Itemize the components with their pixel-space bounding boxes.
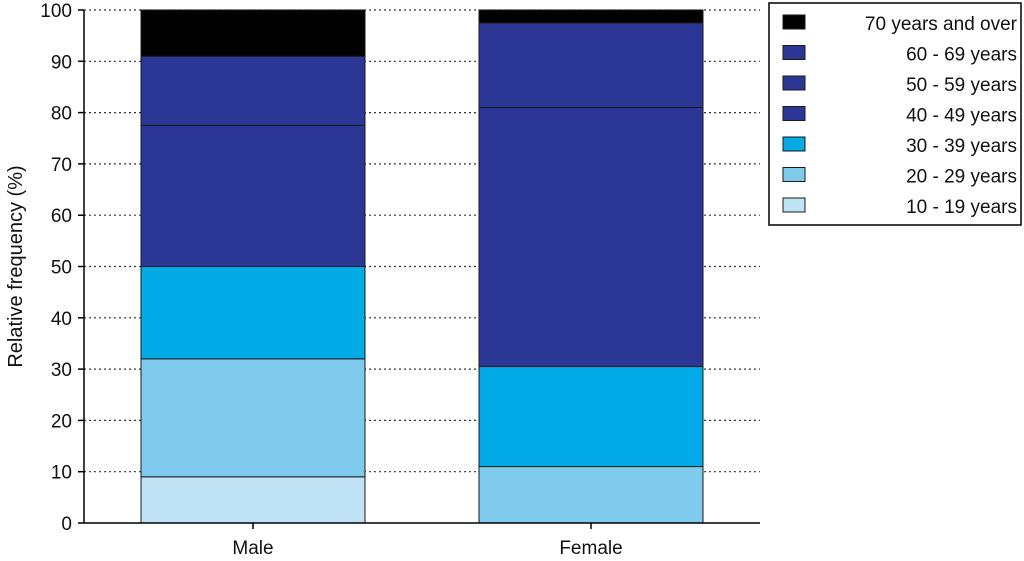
y-tick-label: 30 bbox=[51, 360, 72, 381]
legend-label: 40 - 49 years bbox=[906, 106, 1017, 127]
y-tick-label: 10 bbox=[51, 463, 72, 484]
x-tick-label: Female bbox=[559, 538, 622, 559]
legend-label: 50 - 59 years bbox=[906, 75, 1017, 96]
legend-swatch bbox=[782, 136, 806, 152]
bar-stacks bbox=[140, 9, 704, 524]
x-tick-label: Male bbox=[232, 538, 273, 559]
bar-segment bbox=[140, 476, 366, 524]
legend-box bbox=[768, 2, 1022, 226]
bar-segment bbox=[140, 266, 366, 360]
legend-label: 30 - 39 years bbox=[906, 136, 1017, 157]
y-tick-label: 40 bbox=[51, 309, 72, 330]
bar-segment bbox=[478, 106, 704, 368]
y-tick-label: 20 bbox=[51, 411, 72, 432]
legend-swatch bbox=[782, 45, 806, 60]
bar-segment bbox=[478, 366, 704, 468]
legend-label: 20 - 29 years bbox=[906, 167, 1017, 188]
bar-segment bbox=[140, 9, 366, 57]
y-axis-title: Relative frequency (%) bbox=[5, 165, 27, 367]
x-tick-labels: Male Female bbox=[232, 523, 623, 559]
bar-segment bbox=[478, 9, 704, 24]
bar-segment bbox=[140, 55, 366, 126]
y-tick-label: 0 bbox=[61, 514, 72, 535]
y-tick-label: 80 bbox=[51, 104, 72, 125]
legend-swatch bbox=[782, 197, 806, 213]
legend-swatch bbox=[782, 14, 806, 30]
y-tick-label: 60 bbox=[51, 206, 72, 227]
legend-swatch bbox=[782, 106, 806, 121]
bar-segment bbox=[478, 466, 704, 524]
legend-swatch bbox=[782, 75, 806, 91]
y-tick-label: 100 bbox=[40, 1, 72, 22]
bar-segment bbox=[478, 22, 704, 108]
legend-swatch bbox=[782, 167, 806, 182]
bar-segment bbox=[140, 358, 366, 478]
y-tick-labels: 0 10 20 30 40 50 60 70 80 90 100 bbox=[40, 1, 84, 535]
y-tick-label: 50 bbox=[51, 258, 72, 279]
y-tick-label: 90 bbox=[51, 52, 72, 73]
legend-label: 70 years and over bbox=[865, 14, 1018, 35]
legend: 70 years and over 60 - 69 years 50 - 59 ye… bbox=[768, 2, 1022, 226]
legend-label: 60 - 69 years bbox=[906, 45, 1017, 66]
bar-segment bbox=[140, 124, 366, 267]
y-tick-label: 70 bbox=[51, 155, 72, 176]
legend-label: 10 - 19 years bbox=[906, 197, 1017, 218]
